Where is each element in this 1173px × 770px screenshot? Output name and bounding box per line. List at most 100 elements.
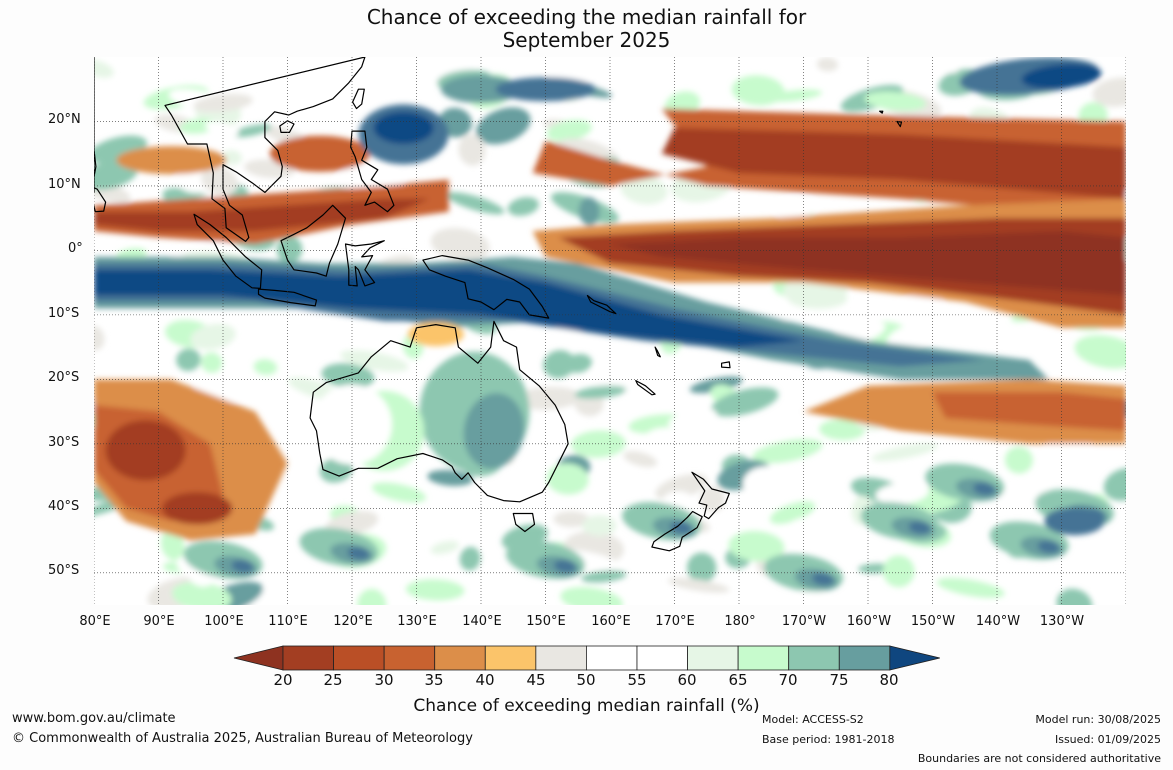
legend-title: Chance of exceeding median rainfall (%): [413, 696, 760, 716]
rainfall-anomaly-field: [373, 111, 434, 144]
rainfall-anomaly-field: [427, 470, 473, 486]
rainfall-anomaly-field: [495, 77, 596, 102]
rainfall-anomaly-field: [908, 521, 931, 534]
coastline: [164, 57, 366, 242]
rainfall-anomaly-field: [553, 560, 576, 573]
lon-label-80e: 80°E: [79, 614, 111, 629]
legend-bin: [434, 645, 486, 671]
legend-tick-80: 80: [879, 671, 899, 689]
rainfall-anomaly-field: [644, 427, 703, 459]
map-title-line-2: September 2025: [502, 28, 671, 52]
rainfall-anomaly-field: [94, 178, 131, 203]
lon-label-150w: 150°W: [910, 614, 956, 629]
lat-label-20n: 20°N: [48, 112, 81, 127]
legend-tick-50: 50: [576, 671, 596, 689]
rainfall-anomaly-field: [710, 387, 779, 417]
rainfall-anomaly-field: [581, 570, 627, 583]
lat-label-20s: 20°S: [48, 370, 80, 385]
lon-label-110e: 110°E: [268, 614, 308, 629]
legend-colorbar: [233, 645, 940, 671]
rainfall-anomaly-field: [357, 588, 387, 605]
coastline: [352, 88, 365, 110]
rainfall-anomaly-field: [312, 384, 392, 465]
lat-label-10n: 10°N: [48, 177, 81, 192]
footer-url[interactable]: www.bom.gov.au/climate: [12, 711, 176, 726]
rainfall-anomaly-field: [560, 587, 623, 605]
legend-tick-60: 60: [677, 671, 697, 689]
rainfall-anomaly-field: [769, 501, 816, 524]
legend-tick-25: 25: [323, 671, 343, 689]
rainfall-anomaly-field: [661, 127, 1126, 199]
rainfall-anomaly-field: [446, 192, 505, 215]
rainfall-anomaly-field: [201, 581, 263, 605]
rainfall-anomaly-field: [1044, 507, 1105, 536]
lat-label-40s: 40°S: [48, 499, 80, 514]
rainfall-anomaly-field: [686, 552, 717, 583]
rainfall-anomaly-field: [578, 197, 600, 226]
rainfall-anomaly-field: [94, 59, 114, 78]
legend-bin: [737, 645, 790, 671]
rainfall-anomaly-field: [623, 451, 658, 468]
lon-label-140e: 140°E: [462, 614, 502, 629]
coastline: [344, 240, 385, 287]
rainfall-anomaly-field: [507, 197, 539, 216]
rainfall-anomaly-field: [94, 269, 804, 348]
coastline: [691, 471, 730, 520]
rainfall-anomaly-field: [667, 577, 730, 593]
rainfall-anomaly-field: [784, 517, 831, 547]
rainfall-anomaly-field: [613, 99, 635, 120]
rainfall-anomaly-field: [871, 443, 939, 462]
rainfall-anomaly-field: [269, 135, 370, 172]
lat-label-equator: 0°: [68, 241, 83, 256]
rainfall-anomaly-field: [430, 228, 490, 261]
coastline: [512, 512, 536, 533]
rainfall-anomaly-field: [458, 134, 486, 166]
rainfall-anomaly-field: [819, 419, 865, 441]
coastline: [721, 361, 731, 369]
rainfall-anomaly-field: [668, 408, 717, 429]
footer-disclaimer: Boundaries are not considered authoritat…: [917, 752, 1161, 765]
rainfall-anomaly-field: [882, 555, 915, 588]
lon-label-90e: 90°E: [143, 614, 175, 629]
rainfall-anomaly-field: [340, 350, 409, 372]
lon-label-150e: 150°E: [526, 614, 566, 629]
coastline: [896, 120, 903, 128]
rainfall-map-canvas: [94, 57, 1126, 605]
lon-label-130w: 130°W: [1039, 614, 1085, 629]
rainfall-anomaly-field: [94, 198, 430, 232]
coastline: [309, 320, 569, 503]
coastline: [280, 204, 347, 277]
rainfall-anomaly-field: [105, 420, 186, 481]
rainfall-anomaly-field: [112, 345, 173, 359]
lon-label-130e: 130°E: [397, 614, 437, 629]
footer-base-period: Base period: 1981-2018: [762, 733, 895, 746]
legend-tick-20: 20: [273, 671, 293, 689]
lat-label-30s: 30°S: [48, 435, 80, 450]
coastline: [879, 110, 884, 114]
legend-tick-45: 45: [526, 671, 546, 689]
footer-model-run: Model run: 30/08/2025: [1035, 713, 1161, 726]
rainfall-anomaly-field: [232, 124, 272, 138]
rainfall-anomaly-field: [221, 150, 242, 165]
rainfall-anomaly-field: [864, 91, 927, 111]
legend-bin: [687, 645, 739, 671]
rainfall-anomaly-field: [752, 438, 823, 464]
coastline: [94, 57, 97, 193]
legend-bin: [535, 645, 587, 671]
rainfall-anomaly-field: [574, 385, 627, 399]
rainfall-anomaly-field: [176, 348, 201, 372]
rainfall-anomaly-field: [811, 573, 834, 586]
rainfall-anomaly-field: [514, 386, 582, 410]
rainfall-anomaly-field: [776, 197, 815, 221]
rainfall-anomaly-field: [543, 350, 576, 379]
rainfall-anomaly-field: [407, 322, 464, 347]
lon-label-170e: 170°E: [655, 614, 695, 629]
rainfall-anomaly-field: [1092, 77, 1126, 107]
rainfall-anomaly-field: [160, 529, 185, 561]
rainfall-anomaly-field: [1103, 468, 1126, 501]
lon-label-140w: 140°W: [975, 614, 1021, 629]
rainfall-anomaly-field: [582, 515, 617, 536]
legend-tick-35: 35: [424, 671, 444, 689]
legend-bin: [788, 645, 840, 671]
legend-bin: [636, 645, 688, 671]
